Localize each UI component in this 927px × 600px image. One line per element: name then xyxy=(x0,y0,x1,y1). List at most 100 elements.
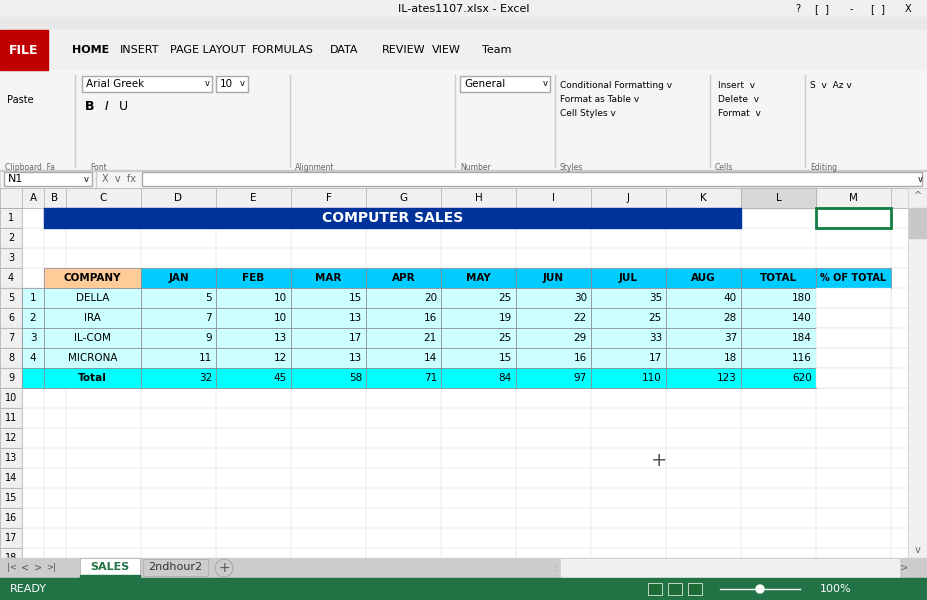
Text: G: G xyxy=(399,193,407,203)
Text: 33: 33 xyxy=(648,333,661,343)
Bar xyxy=(0,488,22,508)
Text: % OF TOTAL: % OF TOTAL xyxy=(819,273,885,283)
Bar xyxy=(216,308,291,328)
Text: Clipboard  Fa: Clipboard Fa xyxy=(5,163,55,172)
Text: <: < xyxy=(21,563,29,573)
Bar xyxy=(141,328,216,348)
Text: Arial Greek: Arial Greek xyxy=(86,79,144,89)
Bar xyxy=(22,368,927,388)
Text: 8: 8 xyxy=(8,353,14,363)
Text: >: > xyxy=(34,563,42,573)
Bar xyxy=(0,468,22,488)
Bar xyxy=(22,448,927,468)
Text: [  ]: [ ] xyxy=(814,4,828,14)
Bar xyxy=(141,368,216,388)
Text: 16: 16 xyxy=(5,513,17,523)
Bar xyxy=(647,583,661,595)
Bar xyxy=(216,328,291,348)
Text: 58: 58 xyxy=(349,373,362,383)
Text: ?: ? xyxy=(794,4,800,14)
Bar xyxy=(0,508,22,528)
Text: 13: 13 xyxy=(273,333,286,343)
Bar xyxy=(559,558,899,578)
Bar xyxy=(440,308,515,328)
Bar xyxy=(22,348,927,368)
Bar xyxy=(515,368,590,388)
Text: 11: 11 xyxy=(5,413,17,423)
Text: 25: 25 xyxy=(648,313,661,323)
Text: JUN: JUN xyxy=(542,273,564,283)
Bar xyxy=(216,268,291,288)
Text: General: General xyxy=(464,79,504,89)
Text: v: v xyxy=(205,79,210,88)
Bar xyxy=(22,528,927,548)
Bar xyxy=(0,30,927,70)
Bar xyxy=(44,208,740,228)
Text: 9: 9 xyxy=(205,333,211,343)
Text: D: D xyxy=(174,193,183,203)
Text: 29: 29 xyxy=(573,333,587,343)
Text: 14: 14 xyxy=(424,353,437,363)
Text: +: + xyxy=(650,451,667,469)
Text: MICRONA: MICRONA xyxy=(68,353,117,363)
Text: 19: 19 xyxy=(5,573,17,583)
Text: Font: Font xyxy=(90,163,107,172)
Bar xyxy=(291,268,365,288)
Bar xyxy=(515,308,590,328)
Bar xyxy=(815,208,890,228)
Text: Cell Styles v: Cell Styles v xyxy=(559,109,616,118)
Text: >|: >| xyxy=(46,563,56,572)
Text: TOTAL: TOTAL xyxy=(759,273,796,283)
Text: HOME: HOME xyxy=(72,45,109,55)
Text: 28: 28 xyxy=(723,313,736,323)
Bar xyxy=(0,188,927,208)
Text: 35: 35 xyxy=(648,293,661,303)
Text: 116: 116 xyxy=(792,353,811,363)
Text: 7: 7 xyxy=(205,313,211,323)
Bar xyxy=(22,308,44,328)
Text: >: > xyxy=(899,563,908,573)
Bar xyxy=(365,268,440,288)
Text: 140: 140 xyxy=(792,313,811,323)
Text: J: J xyxy=(627,193,629,203)
Bar xyxy=(815,328,890,348)
Bar xyxy=(908,208,926,238)
Bar xyxy=(141,308,216,328)
Text: X: X xyxy=(904,4,910,14)
Bar xyxy=(687,583,701,595)
Bar xyxy=(216,348,291,368)
Text: IRA: IRA xyxy=(84,313,101,323)
Bar xyxy=(0,388,22,408)
Bar xyxy=(815,268,890,288)
Bar xyxy=(22,228,927,248)
Text: 15: 15 xyxy=(349,293,362,303)
Text: Team: Team xyxy=(481,45,511,55)
Text: JAN: JAN xyxy=(168,273,188,283)
Text: 1: 1 xyxy=(8,213,14,223)
Bar xyxy=(590,268,666,288)
Text: 16: 16 xyxy=(424,313,437,323)
Bar xyxy=(740,308,815,328)
Text: FEB: FEB xyxy=(242,273,264,283)
Bar xyxy=(365,328,440,348)
Text: H: H xyxy=(474,193,482,203)
Text: 25: 25 xyxy=(498,293,512,303)
Bar xyxy=(0,528,22,548)
Text: 10: 10 xyxy=(273,313,286,323)
Bar xyxy=(666,348,740,368)
Bar xyxy=(291,348,365,368)
Text: 19: 19 xyxy=(498,313,512,323)
Bar xyxy=(666,368,740,388)
Bar xyxy=(0,308,22,328)
Text: 12: 12 xyxy=(5,433,18,443)
Text: APR: APR xyxy=(391,273,415,283)
Text: 40: 40 xyxy=(723,293,736,303)
Text: 2: 2 xyxy=(30,313,36,323)
Text: 18: 18 xyxy=(5,553,17,563)
Bar xyxy=(590,288,666,308)
Text: 37: 37 xyxy=(723,333,736,343)
Bar xyxy=(22,488,927,508)
Bar xyxy=(141,348,216,368)
Bar xyxy=(365,348,440,368)
Text: 1: 1 xyxy=(30,293,36,303)
